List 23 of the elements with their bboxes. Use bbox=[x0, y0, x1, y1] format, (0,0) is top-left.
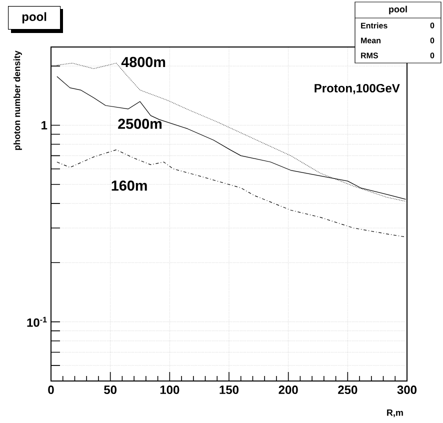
series-label: 2500m bbox=[118, 118, 162, 129]
text: 0 bbox=[430, 22, 434, 28]
series-label: 4800m bbox=[121, 56, 166, 68]
y-axis-title: photon number density bbox=[14, 50, 22, 150]
text: 0 bbox=[430, 52, 434, 58]
x-tick-label: 200 bbox=[278, 386, 298, 394]
text: Entries bbox=[361, 22, 388, 28]
chart-title: pool bbox=[22, 12, 46, 24]
x-tick-label: 300 bbox=[397, 386, 417, 394]
series-label: 160m bbox=[112, 180, 147, 191]
y-tick-label: 10$^{-1}$ bbox=[27, 316, 47, 327]
x-tick-label: 50 bbox=[104, 386, 117, 394]
text: 0 bbox=[430, 38, 434, 44]
text: Mean bbox=[361, 38, 380, 44]
x-tick-label: 250 bbox=[338, 386, 358, 394]
text: pool bbox=[389, 6, 407, 14]
x-tick-label: 150 bbox=[220, 386, 239, 394]
x-tick-label: 0 bbox=[48, 386, 54, 394]
x-axis-title: R,m bbox=[387, 410, 403, 418]
annotation: RMS bbox=[361, 52, 378, 58]
annotation: Proton,100GeV bbox=[314, 84, 400, 94]
x-tick-label: 100 bbox=[160, 386, 180, 394]
y-tick-label: 1 bbox=[42, 121, 48, 130]
